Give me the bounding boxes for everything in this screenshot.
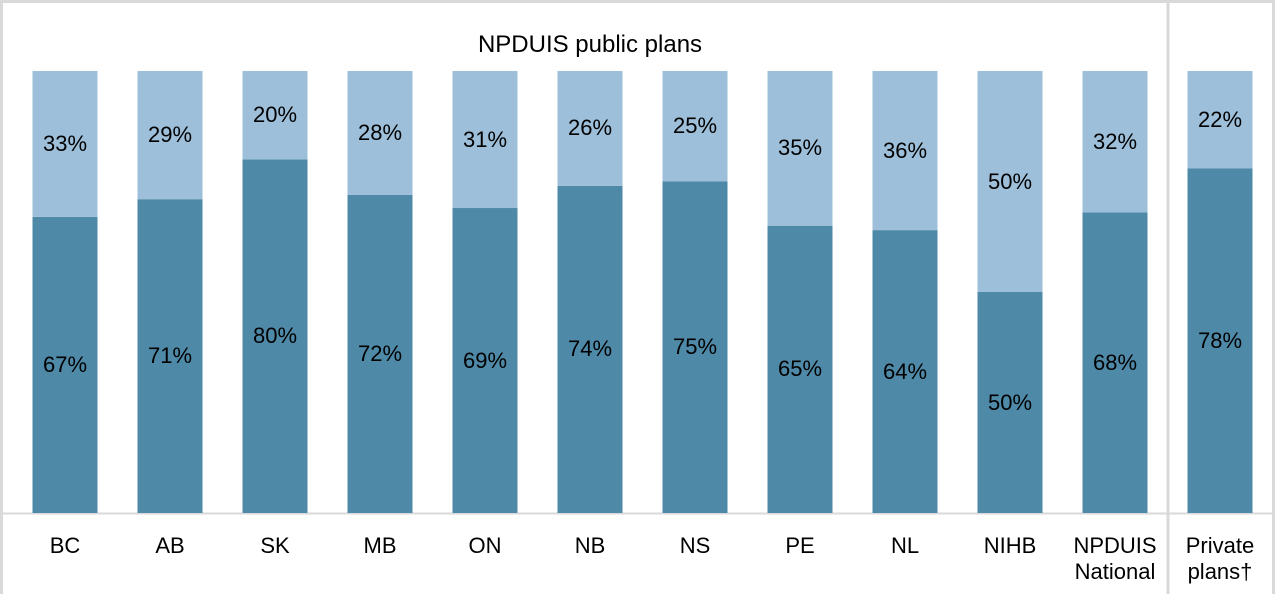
bar-segment — [1082, 71, 1148, 213]
data-label: 32% — [1092, 128, 1138, 154]
bar-segment — [242, 71, 308, 160]
data-label: 29% — [147, 122, 193, 148]
x-tick-label: NL — [890, 533, 920, 558]
x-tick-label: Private plans† — [1185, 533, 1255, 584]
data-label: 68% — [1092, 349, 1138, 375]
bar-segment — [1187, 168, 1253, 514]
bar-segment — [137, 71, 203, 200]
x-tick-label: NPDUIS National — [1073, 533, 1157, 584]
data-label: 25% — [672, 113, 718, 139]
bar-segment — [557, 71, 623, 186]
bar-segment — [452, 208, 518, 513]
bar-segment — [242, 159, 308, 513]
data-label: 22% — [1197, 106, 1243, 132]
data-label: 74% — [567, 336, 613, 362]
data-label: 26% — [567, 115, 613, 141]
x-tick-label: NIHB — [983, 533, 1037, 558]
data-label: 31% — [462, 126, 508, 152]
bar-segment — [872, 230, 938, 513]
bar-segment — [1187, 71, 1253, 169]
x-tick-label: PE — [785, 533, 815, 558]
x-tick-label: BC — [49, 533, 81, 558]
data-label: 64% — [882, 358, 928, 384]
x-tick-label: AB — [155, 533, 185, 558]
data-label: 33% — [42, 130, 88, 156]
bar-segment — [452, 71, 518, 209]
data-label: 65% — [777, 356, 823, 382]
chart-title: NPDUIS public plans — [477, 31, 703, 58]
bar-segment — [767, 225, 833, 513]
bar-segment — [1082, 212, 1148, 513]
x-tick-label: NS — [679, 533, 711, 558]
data-label: 20% — [252, 102, 298, 128]
bar-segment — [662, 71, 728, 182]
data-label: 75% — [672, 334, 718, 360]
bar-segment — [347, 194, 413, 513]
data-label: 50% — [987, 168, 1033, 194]
data-label: 80% — [252, 323, 298, 349]
data-label: 36% — [882, 137, 928, 163]
bar-segment — [662, 181, 728, 513]
bar-segment — [977, 292, 1043, 513]
x-tick-label: NB — [574, 533, 606, 558]
data-label: 50% — [987, 389, 1033, 415]
data-label: 67% — [42, 351, 88, 377]
x-tick-label: ON — [468, 533, 502, 558]
bar-segment — [872, 71, 938, 231]
bar-segment — [977, 71, 1043, 292]
bar-segment — [32, 216, 98, 514]
bar-segment — [137, 199, 203, 513]
data-label: 35% — [777, 135, 823, 161]
data-label: 78% — [1197, 327, 1243, 353]
x-tick-label: MB — [363, 533, 397, 558]
bar-segment — [347, 71, 413, 195]
data-label: 28% — [357, 119, 403, 145]
x-tick-label: SK — [260, 533, 290, 558]
data-label: 71% — [147, 343, 193, 369]
bar-segment — [767, 71, 833, 226]
bar-segment — [557, 185, 623, 514]
data-label: 69% — [462, 347, 508, 373]
bar-segment — [32, 71, 98, 217]
data-label: 72% — [357, 340, 403, 366]
